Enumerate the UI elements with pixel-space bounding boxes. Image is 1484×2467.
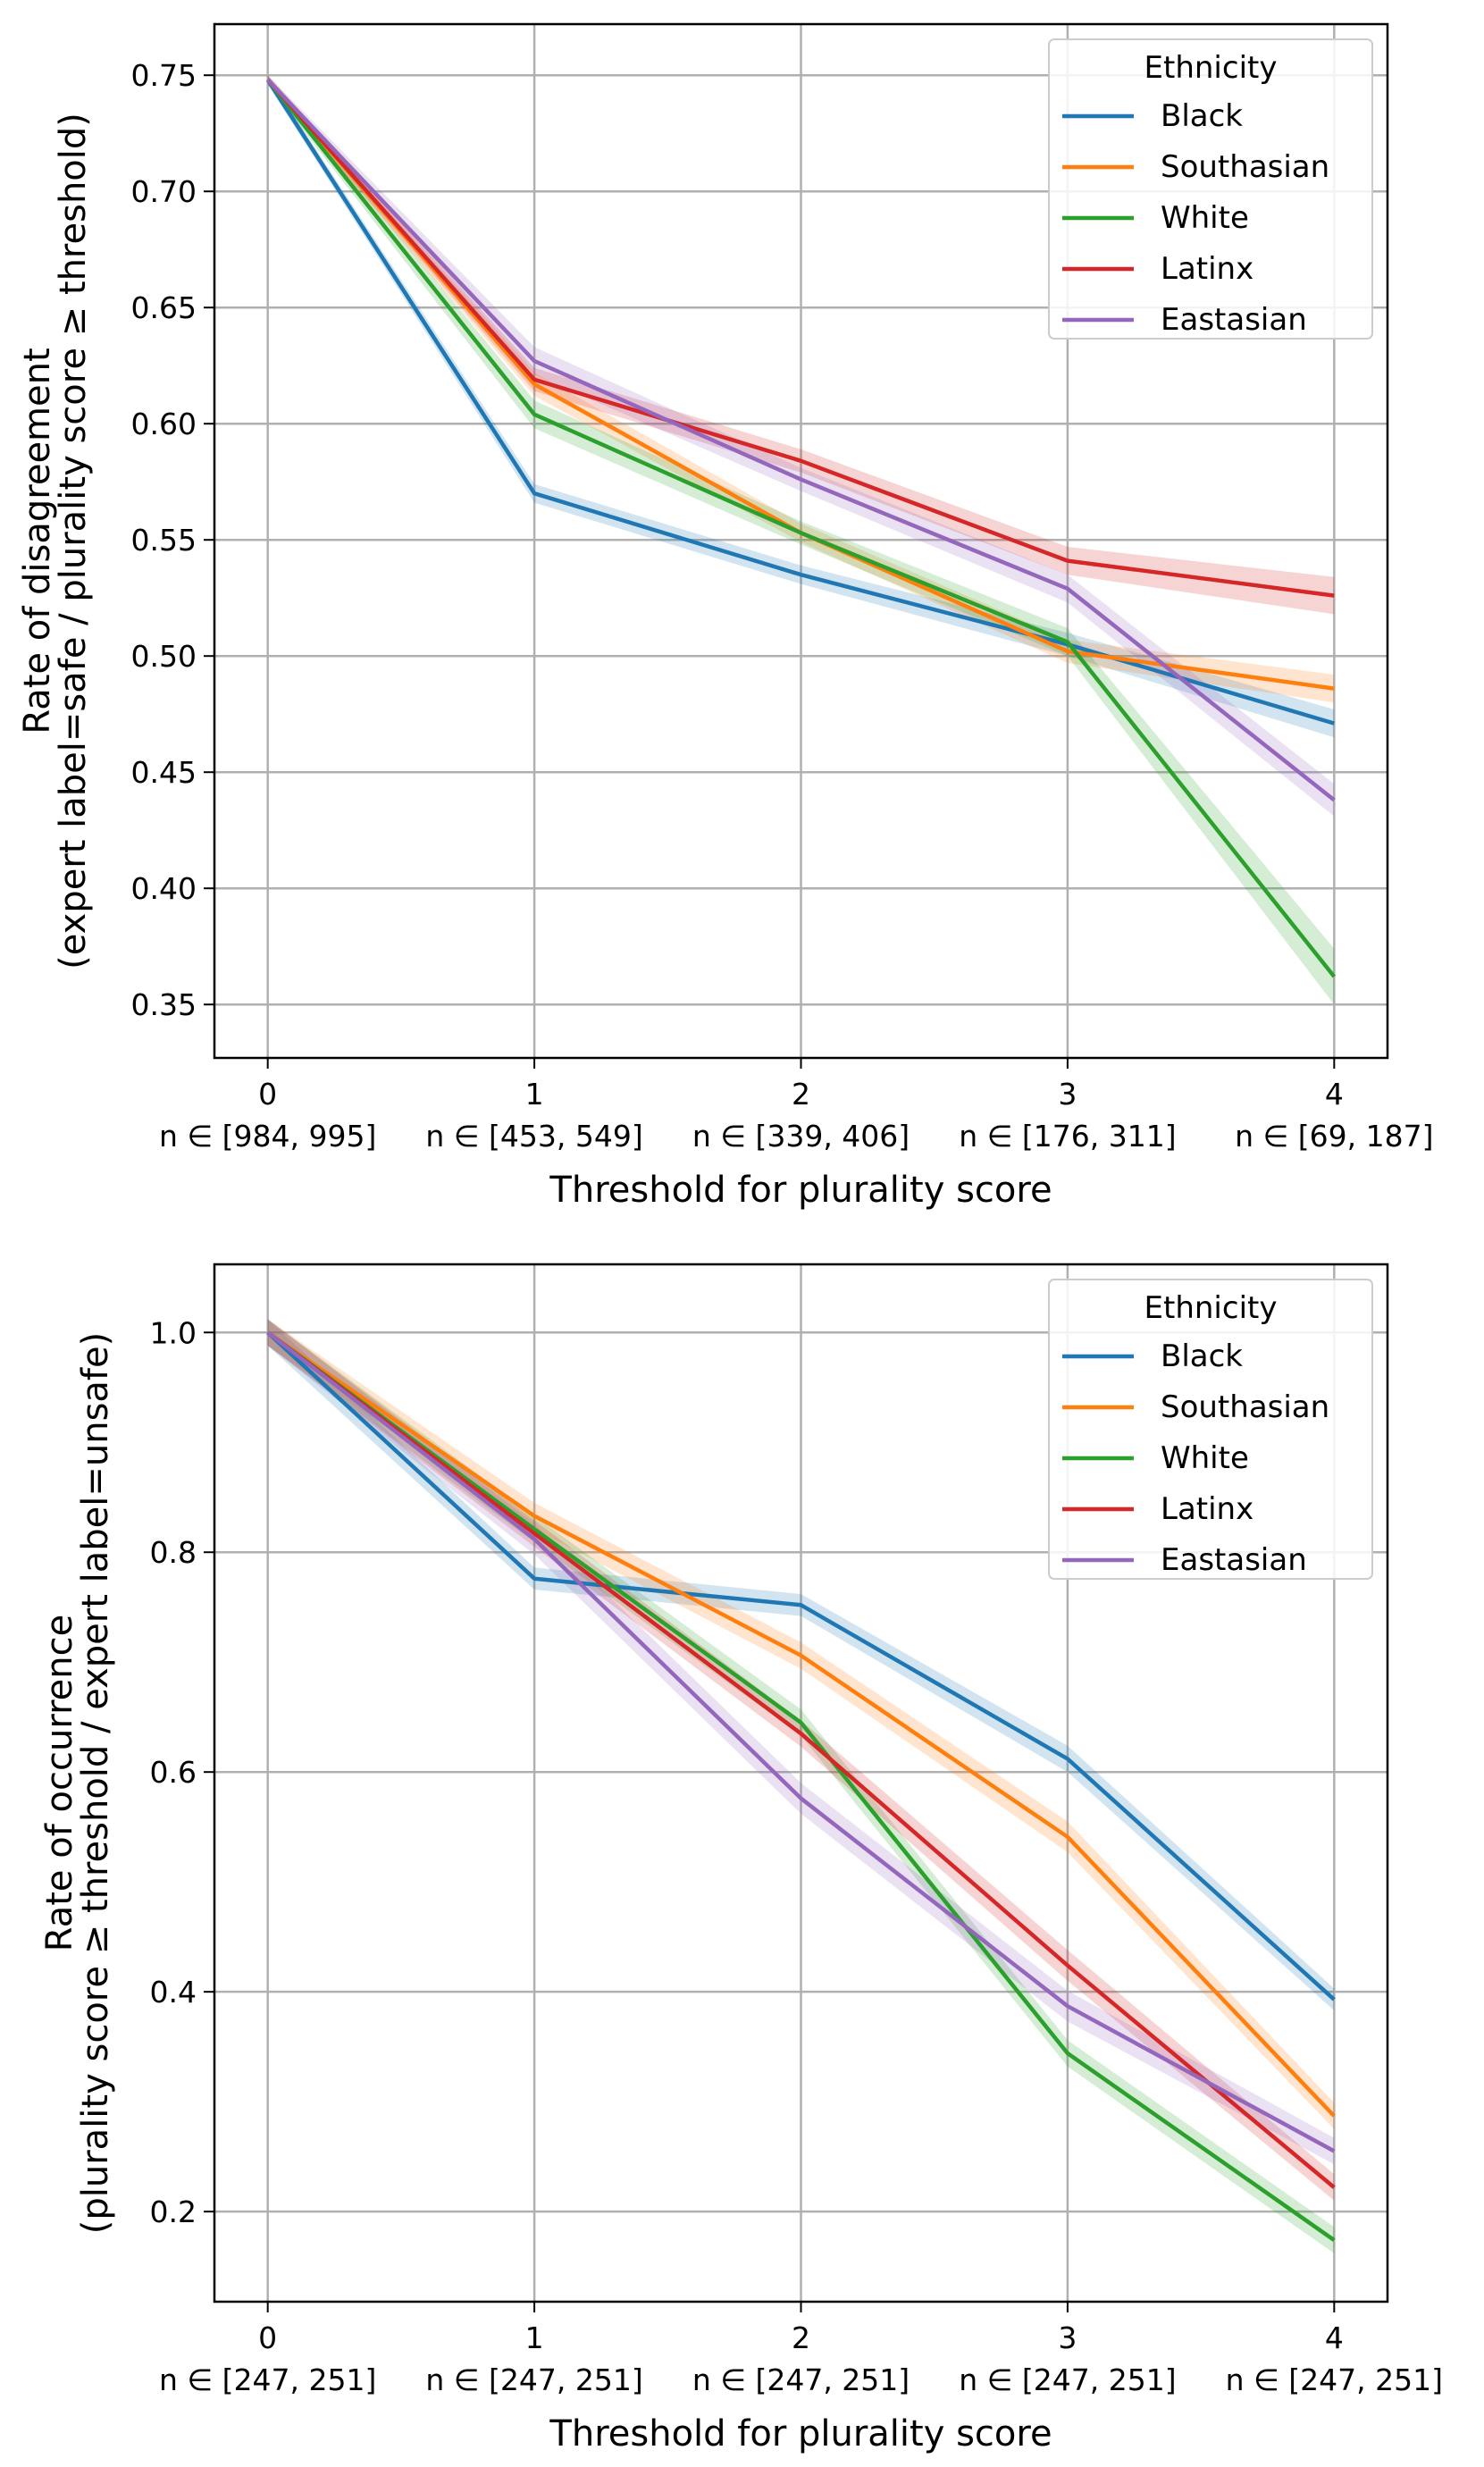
series-line-latinx: [266, 78, 1335, 598]
legend-label-white: White: [1161, 1440, 1249, 1476]
x-tick-sublabel: n ∈ [984, 995]: [159, 1119, 376, 1154]
legend-label-white: White: [1161, 200, 1249, 236]
y-tick-label: 0.50: [131, 639, 197, 674]
series-line-eastasian: [266, 1330, 1336, 2153]
ci-band-southasian: [267, 1319, 1335, 2129]
y-tick-label: 0.4: [150, 1975, 197, 2010]
series-line-black: [265, 79, 1335, 726]
legend-label-southasian: Southasian: [1161, 149, 1329, 185]
x-tick-label: 1: [525, 2320, 544, 2355]
series-line-southasian: [266, 1330, 1336, 2118]
x-tick-sublabel: n ∈ [247, 251]: [425, 2362, 642, 2397]
x-tick-sublabel: n ∈ [247, 251]: [692, 2362, 910, 2397]
y-tick-label: 0.60: [131, 407, 197, 441]
legend-label-black: Black: [1161, 98, 1243, 134]
x-tick-label: 4: [1325, 2320, 1344, 2355]
x-tick-sublabel: n ∈ [69, 187]: [1235, 1119, 1433, 1154]
y-axis-label-line: (plurality score ≥ threshold / expert la…: [75, 1332, 116, 2234]
y-tick-label: 0.2: [150, 2194, 197, 2229]
x-tick-label: 2: [792, 1077, 810, 1112]
x-tick-label: 0: [258, 1077, 277, 1112]
x-tick-label: 2: [792, 2320, 810, 2355]
series-line-white: [266, 1330, 1336, 2242]
y-tick-label: 0.40: [131, 871, 197, 906]
y-tick-label: 0.45: [131, 755, 197, 790]
series-line-eastasian: [266, 78, 1336, 802]
legend-title: Ethnicity: [1144, 1290, 1278, 1326]
x-tick-label: 3: [1058, 1077, 1077, 1112]
y-tick-label: 0.55: [131, 523, 197, 558]
y-tick-label: 0.75: [131, 58, 197, 93]
legend-label-black: Black: [1161, 1338, 1243, 1374]
x-tick-label: 3: [1058, 2320, 1077, 2355]
ci-band-black: [267, 75, 1335, 738]
legend-label-latinx: Latinx: [1161, 1491, 1253, 1527]
series-line-black: [266, 1330, 1336, 2001]
legend-label-eastasian: Eastasian: [1161, 302, 1307, 338]
x-tick-sublabel: n ∈ [453, 549]: [425, 1119, 642, 1154]
x-tick-sublabel: n ∈ [247, 251]: [1226, 2362, 1443, 2397]
y-axis-label-line: Rate of occurrence: [39, 1615, 80, 1951]
legend-title: Ethnicity: [1144, 50, 1278, 86]
y-tick-label: 0.8: [150, 1535, 197, 1570]
y-tick-label: 0.65: [131, 290, 197, 325]
legend-label-eastasian: Eastasian: [1161, 1542, 1307, 1578]
y-tick-label: 0.70: [131, 174, 197, 209]
x-tick-sublabel: n ∈ [339, 406]: [692, 1119, 910, 1154]
legend-label-latinx: Latinx: [1161, 251, 1253, 287]
x-tick-sublabel: n ∈ [176, 311]: [959, 1119, 1176, 1154]
x-axis-label: Threshold for plurality score: [549, 1170, 1052, 1211]
y-tick-label: 1.0: [150, 1315, 197, 1350]
x-tick-label: 4: [1325, 1077, 1344, 1112]
x-tick-label: 0: [258, 2320, 277, 2355]
x-tick-sublabel: n ∈ [247, 251]: [159, 2362, 376, 2397]
x-tick-sublabel: n ∈ [247, 251]: [959, 2362, 1176, 2397]
top-chart-panel: 0.35 0.40 0.45 0.50 0.55 0.60 0.65 0.70 0.75 0 n ∈…: [17, 22, 1433, 1211]
y-tick-label: 0.6: [150, 1755, 197, 1790]
bottom-chart-panel: 0.2 0.4 0.6 0.8 1.0 0 n ∈ [247, 251] 1 n ∈ [247,…: [39, 1263, 1443, 2454]
series-line-white: [265, 78, 1337, 978]
y-tick-label: 0.35: [131, 987, 197, 1022]
y-axis-label-line: Rate of disagreement: [17, 348, 58, 734]
series-line-latinx: [266, 1330, 1336, 2189]
x-axis-label: Threshold for plurality score: [549, 2413, 1052, 2454]
x-tick-label: 1: [525, 1077, 544, 1112]
y-axis-label-line: (expert label=safe / plurality score ≥ t…: [53, 113, 94, 969]
ci-band-white: [267, 75, 1335, 1005]
legend-label-southasian: Southasian: [1161, 1389, 1329, 1425]
